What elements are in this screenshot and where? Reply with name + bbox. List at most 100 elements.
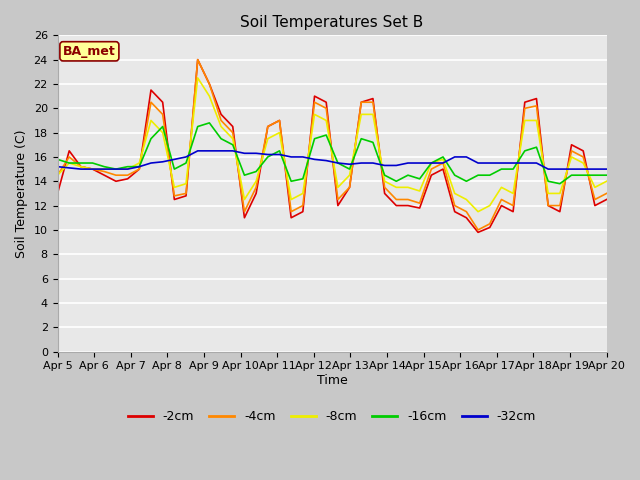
-32cm <box>509 160 517 166</box>
-16cm <box>264 154 271 160</box>
-8cm <box>217 124 225 130</box>
-8cm <box>428 160 435 166</box>
-8cm <box>229 136 237 142</box>
-4cm <box>579 154 587 160</box>
-2cm <box>603 197 611 203</box>
-32cm <box>451 154 458 160</box>
-2cm <box>276 118 284 123</box>
-2cm <box>264 124 271 130</box>
-2cm <box>112 179 120 184</box>
-4cm <box>451 203 458 208</box>
-16cm <box>369 140 377 145</box>
-2cm <box>252 191 260 196</box>
-2cm <box>182 193 190 199</box>
-8cm <box>603 179 611 184</box>
-8cm <box>54 172 61 178</box>
-8cm <box>509 191 517 196</box>
-8cm <box>568 154 575 160</box>
-4cm <box>404 197 412 203</box>
-32cm <box>428 160 435 166</box>
-16cm <box>205 120 213 126</box>
-8cm <box>381 179 388 184</box>
-8cm <box>287 197 295 203</box>
-8cm <box>252 179 260 184</box>
Text: BA_met: BA_met <box>63 45 116 58</box>
-4cm <box>357 99 365 105</box>
-2cm <box>463 215 470 221</box>
-4cm <box>509 203 517 208</box>
-32cm <box>287 154 295 160</box>
-2cm <box>392 203 400 208</box>
-2cm <box>346 184 353 190</box>
-32cm <box>544 166 552 172</box>
-8cm <box>323 118 330 123</box>
-4cm <box>229 130 237 135</box>
-32cm <box>416 160 424 166</box>
-2cm <box>287 215 295 221</box>
-32cm <box>463 154 470 160</box>
-2cm <box>544 203 552 208</box>
-32cm <box>497 160 505 166</box>
-16cm <box>147 136 155 142</box>
-2cm <box>194 57 202 62</box>
-2cm <box>89 166 97 172</box>
-4cm <box>521 106 529 111</box>
-8cm <box>299 191 307 196</box>
-8cm <box>182 181 190 187</box>
-16cm <box>357 136 365 142</box>
-16cm <box>89 160 97 166</box>
Y-axis label: Soil Temperature (C): Soil Temperature (C) <box>15 129 28 258</box>
-8cm <box>416 188 424 194</box>
-16cm <box>241 172 248 178</box>
-2cm <box>310 93 318 99</box>
-32cm <box>159 159 166 165</box>
-16cm <box>451 172 458 178</box>
-16cm <box>287 179 295 184</box>
-4cm <box>603 191 611 196</box>
-8cm <box>65 160 73 166</box>
-8cm <box>147 118 155 123</box>
-16cm <box>124 164 131 169</box>
-8cm <box>310 111 318 117</box>
-32cm <box>276 152 284 157</box>
-16cm <box>112 166 120 172</box>
-16cm <box>346 166 353 172</box>
-4cm <box>463 209 470 215</box>
-32cm <box>241 150 248 156</box>
-2cm <box>54 191 61 196</box>
-16cm <box>100 164 108 169</box>
-32cm <box>77 166 84 172</box>
-4cm <box>77 164 84 169</box>
-2cm <box>77 164 84 169</box>
-16cm <box>159 124 166 130</box>
-32cm <box>323 158 330 164</box>
-4cm <box>136 166 143 172</box>
-16cm <box>252 168 260 174</box>
-16cm <box>603 172 611 178</box>
Line: -8cm: -8cm <box>58 78 607 212</box>
-32cm <box>194 148 202 154</box>
-32cm <box>136 164 143 169</box>
-2cm <box>568 142 575 148</box>
-4cm <box>381 184 388 190</box>
Line: -4cm: -4cm <box>58 60 607 230</box>
-16cm <box>276 148 284 154</box>
-32cm <box>381 163 388 168</box>
-16cm <box>568 172 575 178</box>
-16cm <box>509 166 517 172</box>
-8cm <box>77 164 84 169</box>
-8cm <box>591 184 599 190</box>
-16cm <box>170 166 178 172</box>
-2cm <box>65 148 73 154</box>
-2cm <box>474 229 482 235</box>
-2cm <box>229 124 237 130</box>
-32cm <box>170 156 178 162</box>
-2cm <box>124 176 131 182</box>
-2cm <box>334 203 342 208</box>
-4cm <box>323 106 330 111</box>
-8cm <box>276 130 284 135</box>
-16cm <box>381 172 388 178</box>
-32cm <box>147 160 155 166</box>
-8cm <box>100 166 108 172</box>
-8cm <box>474 209 482 215</box>
